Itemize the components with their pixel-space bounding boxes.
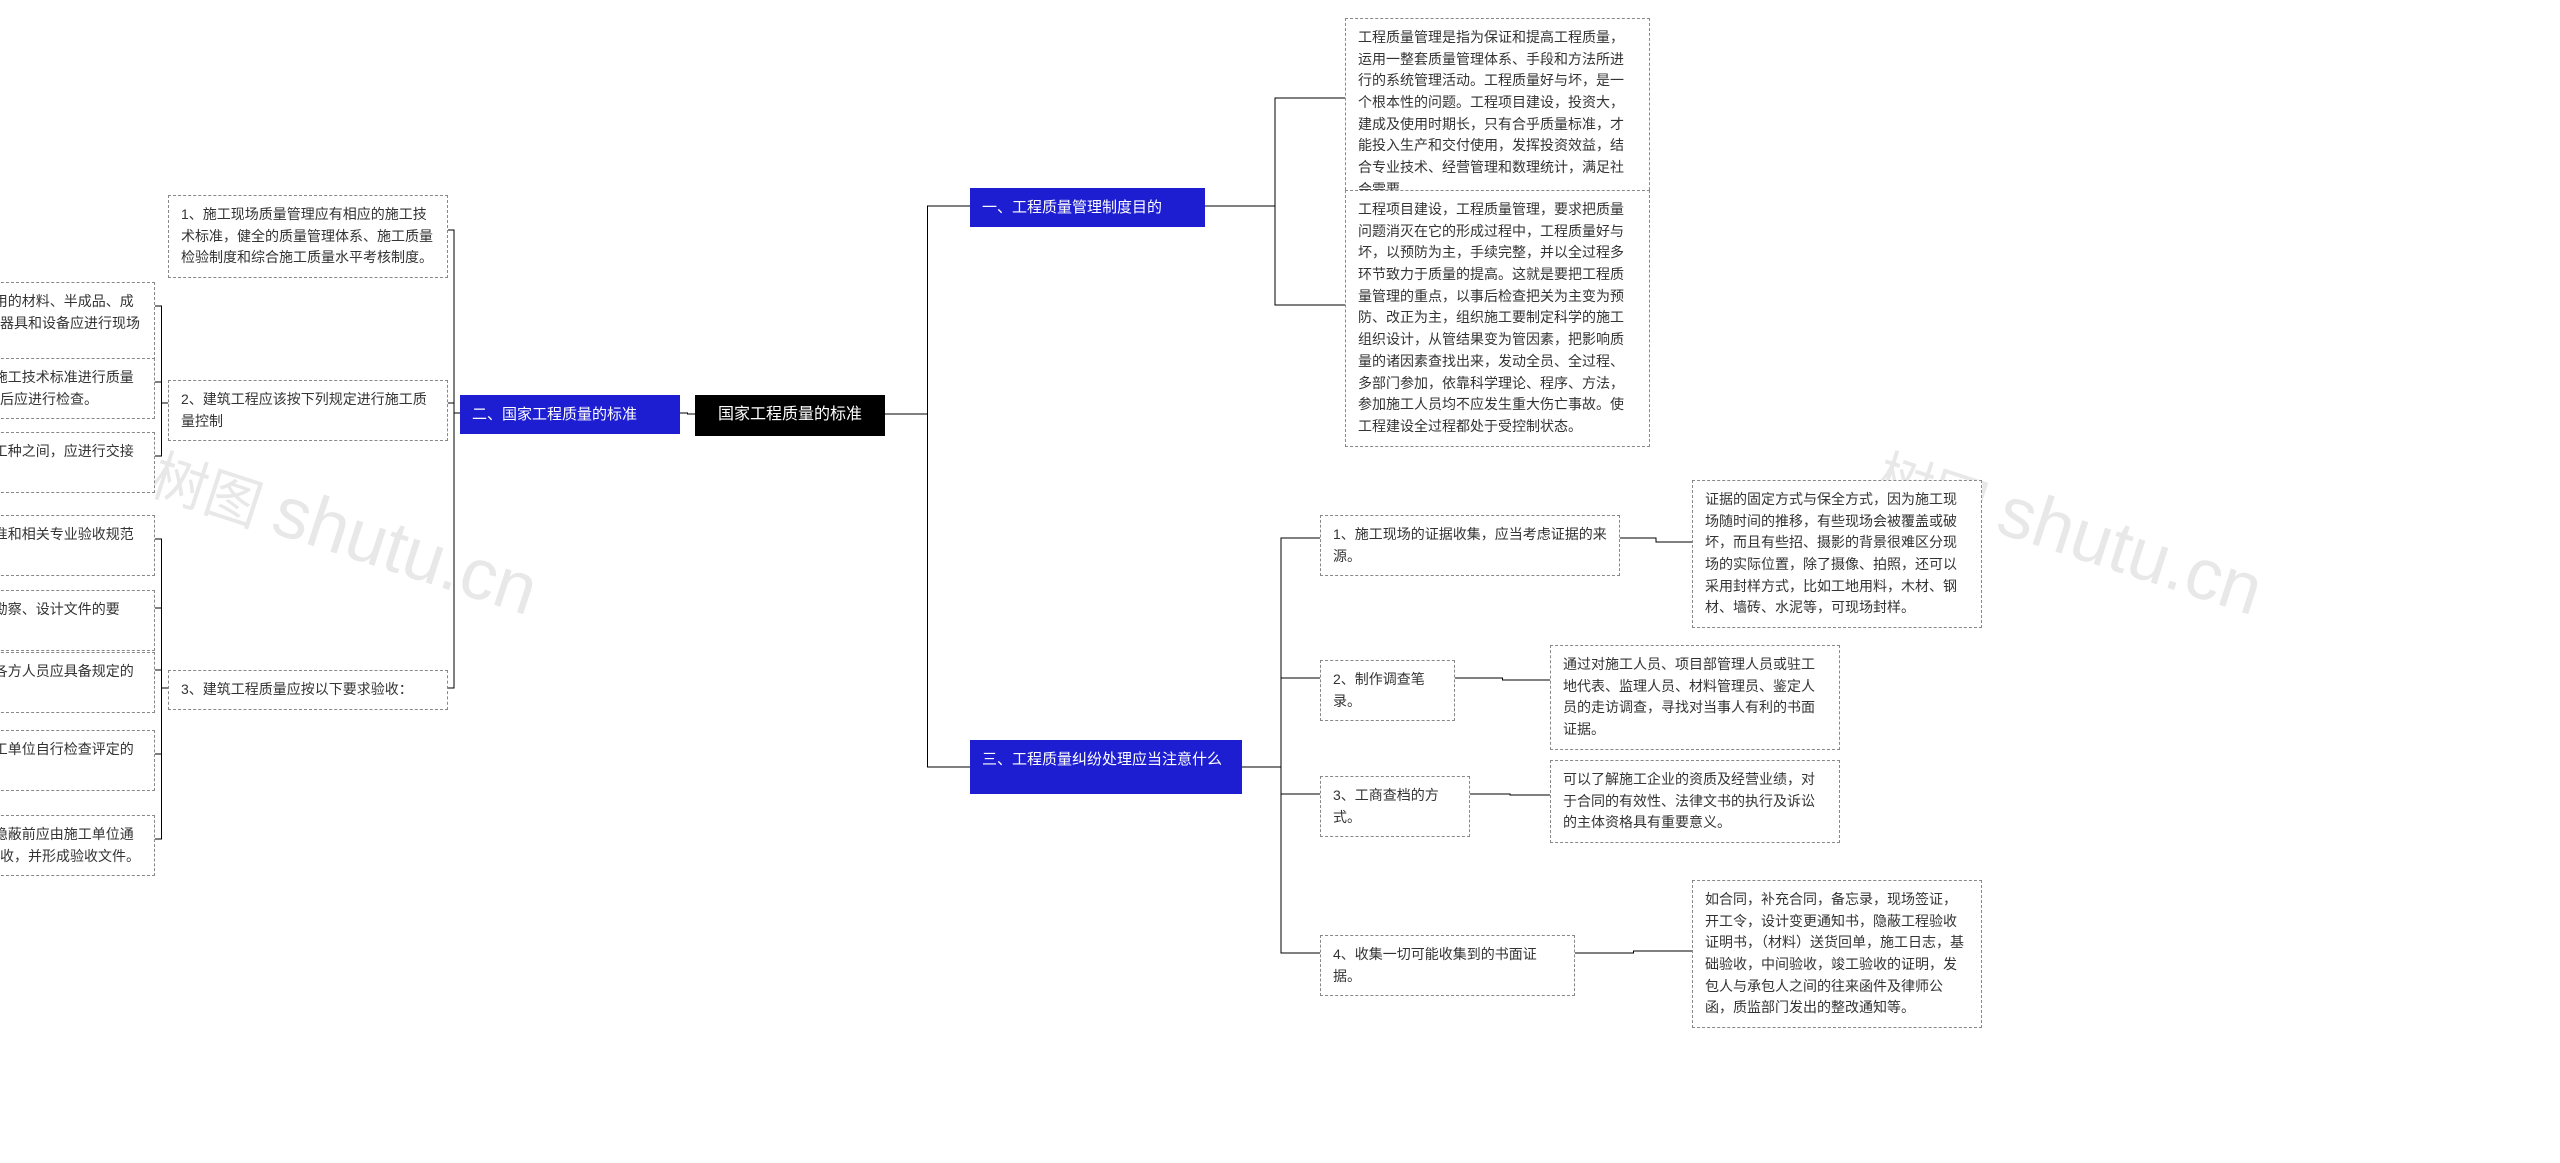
b2-leaf-2: 3、建筑工程质量应按以下要求验收： — [168, 670, 448, 710]
b2-leaf-1: 2、建筑工程应该按下列规定进行施工质量控制 — [168, 380, 448, 441]
branch-2: 二、国家工程质量的标准 — [460, 395, 680, 434]
b3-leaf-0: 1、施工现场的证据收集，应当考虑证据的来源。 — [1320, 515, 1620, 576]
b3-leaf-1: 2、制作调查笔录。 — [1320, 660, 1455, 721]
b2-leaf-1-c2: （3）相关各专业工种之间，应进行交接检验并形成记录。 — [0, 432, 155, 493]
b1-leaf-1: 工程项目建设，工程质量管理，要求把质量问题消灭在它的形成过程中，工程质量好与坏，… — [1345, 190, 1650, 447]
branch-1: 一、工程质量管理制度目的 — [970, 188, 1205, 227]
b3-leaf-0-c0: 证据的固定方式与保全方式，因为施工现场随时间的推移，有些现场会被覆盖或破坏，而且… — [1692, 480, 1982, 628]
branch-3: 三、工程质量纠纷处理应当注意什么 — [970, 740, 1242, 794]
b1-leaf-0: 工程质量管理是指为保证和提高工程质量，运用一整套质量管理体系、手段和方法所进行的… — [1345, 18, 1650, 210]
b2-leaf-1-c0: （1）建筑工程采用的材料、半成品、成品、建筑构配件、器具和设备应进行现场验收。 — [0, 282, 155, 365]
b2-leaf-2-c1: （2）应符合工程勘察、设计文件的要求。 — [0, 590, 155, 651]
b3-leaf-3-c0: 如合同，补充合同，备忘录，现场签证，开工令，设计变更通知书，隐蔽工程验收证明书，… — [1692, 880, 1982, 1028]
b3-leaf-3: 4、收集一切可能收集到的书面证据。 — [1320, 935, 1575, 996]
b2-leaf-2-c2: （3）参加验收的各方人员应具备规定的资格 — [0, 652, 155, 713]
b2-leaf-1-c1: （2）各工序应按施工技术标准进行质量控制每道工序完成后应进行检查。 — [0, 358, 155, 419]
b3-leaf-2: 3、工商查档的方式。 — [1320, 776, 1470, 837]
watermark-0: 树图 shutu.cn — [142, 430, 548, 632]
b2-leaf-0: 1、施工现场质量管理应有相应的施工技术标准，健全的质量管理体系、施工质量检验制度… — [168, 195, 448, 278]
root-node: 国家工程质量的标准 — [695, 395, 885, 436]
b3-leaf-1-c0: 通过对施工人员、项目部管理人员或驻工地代表、监理人员、材料管理员、鉴定人员的走访… — [1550, 645, 1840, 750]
b2-leaf-2-c0: （1）应符合本标准和相关专业验收规范的规定。 — [0, 515, 155, 576]
b2-leaf-2-c3: （4）验收应在施工单位自行检查评定的基础上进行。 — [0, 730, 155, 791]
b3-leaf-2-c0: 可以了解施工企业的资质及经营业绩，对于合同的有效性、法律文书的执行及诉讼的主体资… — [1550, 760, 1840, 843]
b2-leaf-2-c4: （5）隐蔽工程在隐蔽前应由施工单位通知有关单位进行验收，并形成验收文件。 — [0, 815, 155, 876]
